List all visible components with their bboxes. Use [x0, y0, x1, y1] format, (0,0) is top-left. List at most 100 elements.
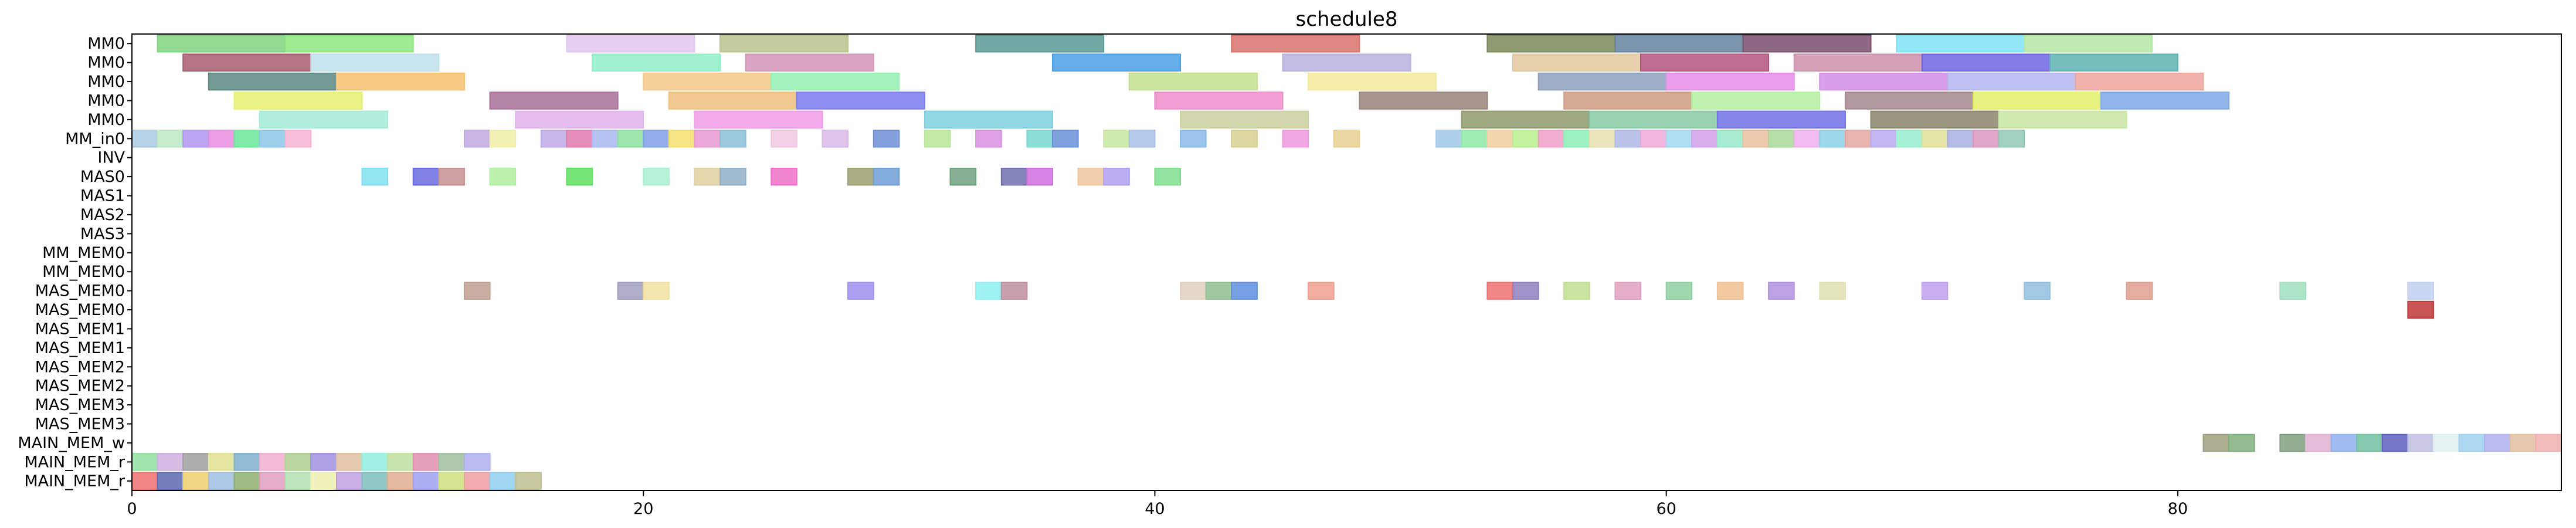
y-tick-label: MAS_MEM0 [35, 282, 125, 300]
gantt-bar [1308, 72, 1437, 91]
gantt-bar [2305, 434, 2332, 452]
gantt-bar [1742, 34, 1872, 53]
gantt-bar [975, 34, 1105, 53]
gantt-bar [1947, 72, 2076, 91]
gantt-bar [1691, 92, 1821, 110]
gantt-bar [2228, 434, 2255, 452]
y-tick-label: MM0 [87, 54, 125, 72]
gantt-bar [924, 110, 1053, 129]
gantt-bar [2075, 72, 2204, 91]
gantt-bar [438, 167, 465, 186]
gantt-bar [284, 453, 312, 471]
gantt-bar [1512, 130, 1539, 148]
x-tick-label: 40 [1145, 500, 1165, 518]
gantt-bar [515, 110, 644, 129]
gantt-bar [1921, 282, 1949, 300]
gantt-bar [719, 167, 746, 186]
gantt-bar [668, 130, 695, 148]
gantt-bar [1128, 72, 1258, 91]
y-tick-label: MAS1 [80, 187, 125, 205]
gantt-bar [668, 92, 797, 110]
gantt-bar [284, 34, 414, 53]
gantt-bar [1972, 92, 2102, 110]
gantt-bar [335, 72, 465, 91]
y-tick-label: MM0 [87, 35, 125, 53]
gantt-bar [2484, 434, 2511, 452]
y-tick-label: INV [97, 149, 125, 167]
gantt-bar [463, 453, 491, 471]
gantt-bar [1589, 110, 1718, 129]
gantt-bar [1308, 282, 1335, 300]
gantt-bar [847, 282, 874, 300]
y-tick-label: MAS3 [80, 225, 125, 243]
gantt-bar [1793, 53, 1923, 72]
gantt-bar [131, 472, 158, 490]
gantt-bar [182, 472, 209, 490]
gantt-bar [1665, 130, 1693, 148]
y-tick-label: MAIN_MEM_r [24, 453, 125, 471]
gantt-bar [1231, 34, 1360, 53]
y-tick-label: MAS_MEM2 [35, 377, 125, 395]
gantt-bar [1205, 282, 1233, 300]
gantt-bar [2407, 300, 2434, 319]
gantt-bar [1282, 53, 1411, 72]
gantt-bar [1640, 53, 1770, 72]
gantt-bar [694, 130, 721, 148]
gantt-bar [2049, 53, 2178, 72]
gantt-bar [1947, 130, 1974, 148]
y-tick-label: MAIN_MEM_w [18, 434, 125, 452]
gantt-bar [1614, 130, 1642, 148]
gantt-bar [1972, 130, 2000, 148]
gantt-bar [1768, 130, 1795, 148]
gantt-bar [643, 72, 772, 91]
gantt-bar [975, 130, 1002, 148]
gantt-bar [208, 130, 235, 148]
gantt-bar [1716, 282, 1744, 300]
y-axis: MM0MM0MM0MM0MM0MM_in0INVMAS0MAS1MAS2MAS3… [18, 35, 132, 490]
gantt-bar [463, 282, 491, 300]
gantt-bar [463, 130, 491, 148]
gantt-bar [2202, 434, 2230, 452]
gantt-bar [1461, 130, 1488, 148]
gantt-bar [361, 453, 389, 471]
gantt-bar [1896, 130, 1923, 148]
gantt-bar [259, 130, 286, 148]
gantt-bar [847, 167, 874, 186]
gantt-bar [361, 167, 389, 186]
gantt-bar [1103, 130, 1130, 148]
gantt-bar [1180, 130, 1207, 148]
gantt-bar [1819, 282, 1846, 300]
y-tick-label: MM0 [87, 111, 125, 129]
gantt-bar [694, 110, 823, 129]
gantt-bar [2330, 434, 2358, 452]
gantt-bar [1819, 72, 1949, 91]
gantt-bar [208, 72, 337, 91]
gantt-bar [2279, 282, 2306, 300]
gantt-bar [1793, 130, 1821, 148]
gantt-bar [259, 453, 286, 471]
gantt-bar [591, 130, 619, 148]
gantt-bar [643, 167, 670, 186]
gantt-bar [694, 167, 721, 186]
gantt-bar [2024, 282, 2051, 300]
gantt-bar [387, 453, 414, 471]
x-axis: 0 20 40 60 80 [127, 490, 2188, 518]
gantt-bar [2407, 434, 2434, 452]
y-tick-label: MM0 [87, 92, 125, 110]
gantt-bar [1844, 130, 1872, 148]
plot-frame [131, 33, 2562, 491]
y-tick-label: MM_MEM0 [42, 263, 125, 281]
gantt-bar [233, 130, 261, 148]
gantt-bar [1461, 110, 1590, 129]
gantt-bar [617, 282, 644, 300]
gantt-bar [284, 130, 312, 148]
y-tick-label: MAS_MEM3 [35, 415, 125, 434]
gantt-bar [540, 130, 568, 148]
gantt-bar [1563, 130, 1590, 148]
gantt-bar [438, 472, 465, 490]
gantt-bar [1921, 130, 1949, 148]
gantt-bar [591, 53, 721, 72]
gantt-bar [1665, 282, 1693, 300]
gantt-bar [233, 472, 261, 490]
